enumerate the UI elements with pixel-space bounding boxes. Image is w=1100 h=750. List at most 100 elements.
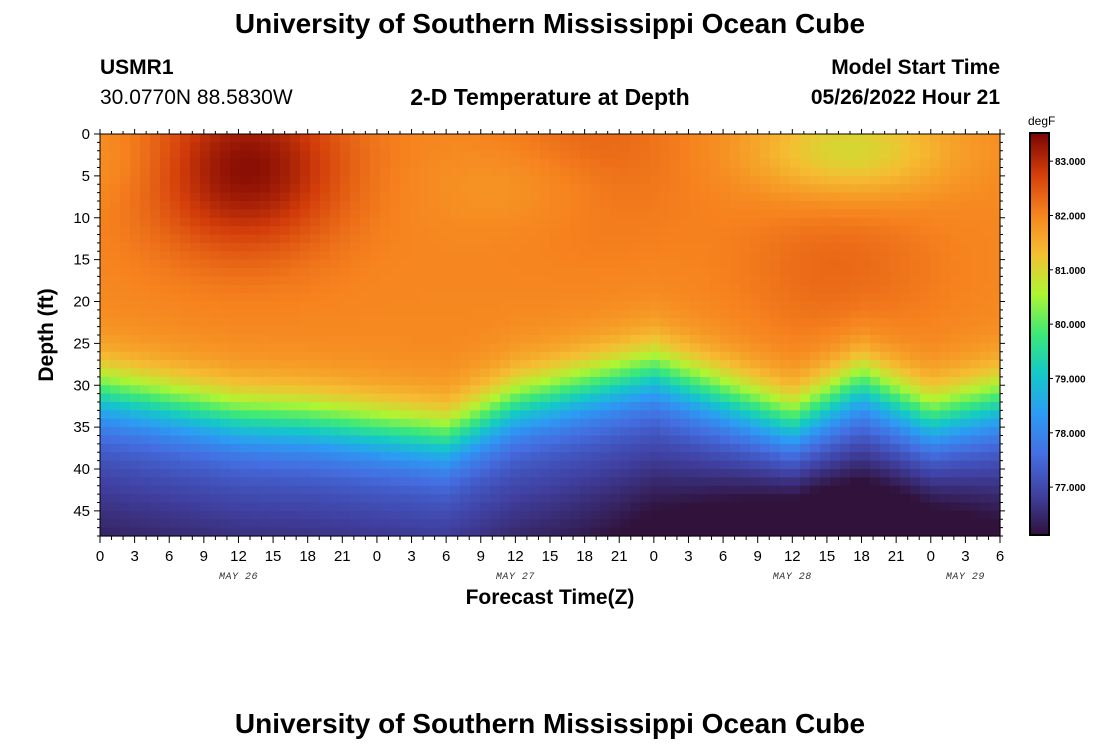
heatmap-cell xyxy=(570,435,581,445)
heatmap-cell xyxy=(590,251,601,261)
heatmap-cell xyxy=(980,259,991,269)
heatmap-cell xyxy=(920,443,931,453)
heatmap-cell xyxy=(480,175,491,185)
heatmap-cell xyxy=(240,418,251,428)
heatmap-cell xyxy=(490,427,501,437)
heatmap-cell xyxy=(480,519,491,529)
heatmap-cell xyxy=(960,217,971,227)
heatmap-cell xyxy=(850,309,861,319)
heatmap-cell xyxy=(460,402,471,411)
heatmap-cell xyxy=(210,393,221,403)
heatmap-cell xyxy=(830,469,841,478)
heatmap-cell xyxy=(120,452,131,462)
heatmap-cell xyxy=(380,201,391,210)
heatmap-cell xyxy=(780,335,791,344)
heatmap-cell xyxy=(970,393,981,403)
heatmap-cell xyxy=(270,351,281,361)
heatmap-cell xyxy=(100,175,111,185)
heatmap-cell xyxy=(790,527,801,537)
heatmap-cell xyxy=(680,301,691,311)
heatmap-cell xyxy=(850,159,861,169)
heatmap-cell xyxy=(500,268,511,277)
heatmap-cell xyxy=(230,385,241,395)
heatmap-cell xyxy=(600,510,611,520)
heatmap-cell xyxy=(530,410,541,420)
heatmap-cell xyxy=(570,410,581,420)
heatmap-cell xyxy=(520,217,531,227)
heatmap-cell xyxy=(510,226,521,236)
heatmap-cell xyxy=(310,268,321,277)
heatmap-cell xyxy=(110,460,121,470)
heatmap-cell xyxy=(550,134,561,143)
heatmap-cell xyxy=(910,452,921,462)
heatmap-cell xyxy=(120,175,131,185)
heatmap-cell xyxy=(540,301,551,311)
heatmap-cell xyxy=(580,234,591,244)
heatmap-cell xyxy=(120,326,131,336)
heatmap-cell xyxy=(100,360,111,370)
heatmap-cell xyxy=(700,159,711,169)
heatmap-cell xyxy=(360,510,371,520)
heatmap-cell xyxy=(320,469,331,478)
heatmap-cell xyxy=(370,410,381,420)
heatmap-cell xyxy=(130,469,141,478)
heatmap-cell xyxy=(600,435,611,445)
heatmap-cell xyxy=(930,284,941,294)
heatmap-cell xyxy=(180,485,191,495)
heatmap-cell xyxy=(140,360,151,370)
heatmap-cell xyxy=(340,251,351,261)
heatmap-cell xyxy=(660,418,671,428)
heatmap-cell xyxy=(450,360,461,370)
heatmap-cell xyxy=(960,167,971,177)
heatmap-cell xyxy=(580,201,591,210)
heatmap-cell xyxy=(170,502,181,512)
heatmap-cell xyxy=(950,150,961,160)
heatmap-cell xyxy=(570,519,581,529)
heatmap-cell xyxy=(530,469,541,478)
heatmap-cell xyxy=(820,494,831,504)
heatmap-cell xyxy=(720,343,731,353)
heatmap-cell xyxy=(520,242,531,252)
heatmap-cell xyxy=(680,251,691,261)
heatmap-cell xyxy=(230,134,241,143)
heatmap-cell xyxy=(500,443,511,453)
heatmap-cell xyxy=(130,326,141,336)
heatmap-cell xyxy=(540,251,551,261)
heatmap-cell xyxy=(740,469,751,478)
heatmap-cell xyxy=(950,268,961,277)
heatmap-cell xyxy=(420,259,431,269)
heatmap-cell xyxy=(920,142,931,152)
heatmap-cell xyxy=(450,519,461,529)
heatmap-cell xyxy=(700,452,711,462)
heatmap-cell xyxy=(980,301,991,311)
heatmap-cell xyxy=(860,393,871,403)
heatmap-cell xyxy=(790,175,801,185)
heatmap-cell xyxy=(920,494,931,504)
heatmap-cell xyxy=(350,460,361,470)
heatmap-cell xyxy=(720,209,731,219)
heatmap-cell xyxy=(270,368,281,378)
heatmap-cell xyxy=(690,494,701,504)
heatmap-cell xyxy=(410,502,421,512)
heatmap-cell xyxy=(290,142,301,152)
heatmap-cell xyxy=(740,485,751,495)
heatmap-cell xyxy=(550,452,561,462)
heatmap-cell xyxy=(480,443,491,453)
heatmap-cell xyxy=(800,376,811,386)
heatmap-cell xyxy=(720,443,731,453)
heatmap-cell xyxy=(380,293,391,303)
heatmap-cell xyxy=(430,335,441,344)
heatmap-cell xyxy=(350,268,361,277)
heatmap-cell xyxy=(810,427,821,437)
heatmap-cell xyxy=(940,175,951,185)
heatmap-cell xyxy=(100,335,111,344)
heatmap-cell xyxy=(840,519,851,529)
heatmap-cell xyxy=(910,418,921,428)
heatmap-cell xyxy=(580,150,591,160)
heatmap-cell xyxy=(120,242,131,252)
heatmap-cell xyxy=(350,410,361,420)
heatmap-cell xyxy=(850,351,861,361)
heatmap-cell xyxy=(830,418,841,428)
heatmap-cell xyxy=(630,443,641,453)
heatmap-cell xyxy=(770,209,781,219)
